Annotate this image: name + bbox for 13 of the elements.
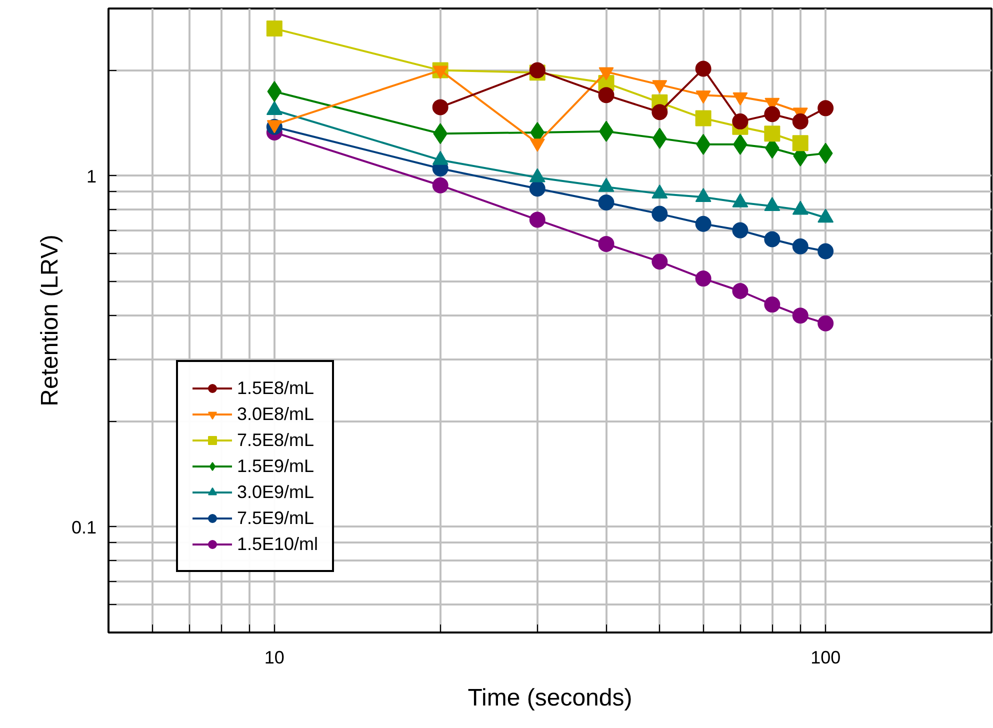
legend-label: 1.5E8/mL bbox=[237, 376, 314, 400]
legend-label: 3.0E8/mL bbox=[237, 402, 314, 426]
x-tick-label: 100 bbox=[810, 648, 841, 668]
y-axis-title: Retention (LRV) bbox=[36, 234, 64, 406]
legend-label: 1.5E9/mL bbox=[237, 454, 314, 478]
x-axis-title: Time (seconds) bbox=[468, 684, 632, 712]
y-tick-label: 0.1 bbox=[71, 517, 97, 538]
legend-label: 3.0E9/mL bbox=[237, 480, 314, 504]
legend-label: 1.5E10/ml bbox=[237, 532, 318, 556]
legend-label: 7.5E8/mL bbox=[237, 428, 314, 452]
y-tick-label: 1 bbox=[86, 166, 97, 186]
legend-label: 7.5E9/mL bbox=[237, 506, 314, 530]
x-tick-label: 10 bbox=[264, 648, 284, 668]
